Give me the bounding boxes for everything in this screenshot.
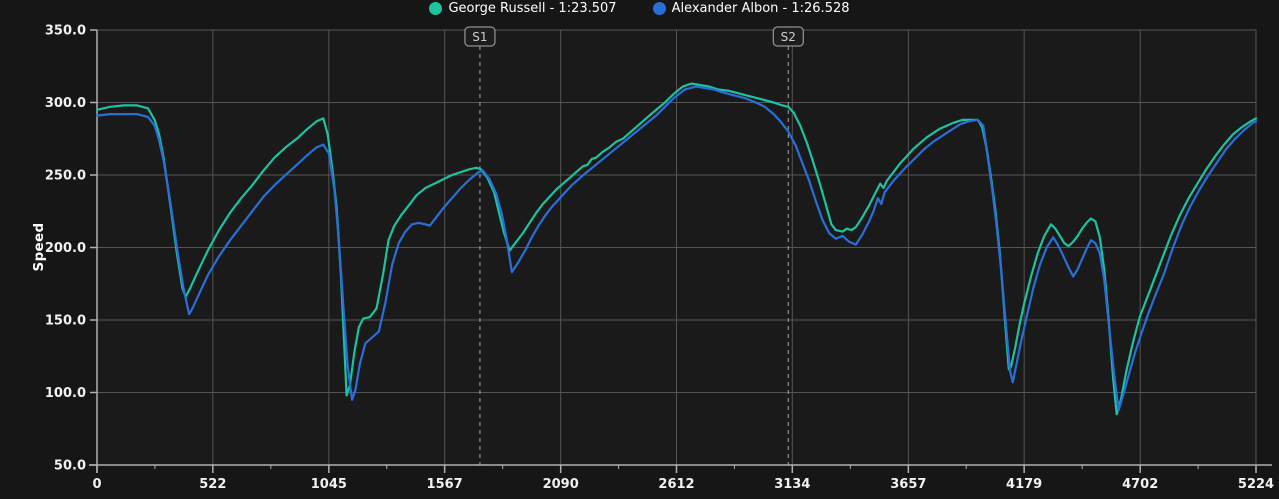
sector-label: S1: [472, 30, 487, 44]
y-tick-label: 50.0: [54, 459, 86, 474]
x-tick-label: 1045: [311, 477, 347, 492]
legend-item-george-russell[interactable]: George Russell - 1:23.507: [429, 1, 617, 16]
legend-item-alexander-albon[interactable]: Alexander Albon - 1:26.528: [652, 1, 850, 16]
y-axis-tick-labels: 50.0 100.0 150.0 200.0 250.0 300.0 350.0: [45, 24, 86, 474]
x-tick-label: 0: [92, 477, 101, 492]
legend-marker-george-russell-icon: [429, 2, 443, 15]
sector-badge: [772, 26, 804, 47]
sector-label: S2: [781, 30, 796, 44]
sector-badge: [464, 26, 496, 47]
x-tick-label: 1567: [427, 477, 463, 492]
y-axis-title: Speed: [31, 222, 47, 272]
sector-lines: [479, 30, 789, 465]
sector-marker-s1: S1: [464, 26, 496, 47]
x-tick-label: 4702: [1122, 477, 1158, 492]
x-axis-tick-labels: 0 522 1045 1567 2090 2612 3134 3657 4179 4702 5224: [92, 477, 1274, 492]
sector-marker-s2: S2: [772, 26, 804, 47]
x-tick-label: 2090: [543, 477, 579, 492]
y-tick-label: 150.0: [45, 314, 86, 329]
x-tick-label: 3657: [890, 477, 926, 492]
x-tick-label: 5224: [1238, 477, 1274, 492]
y-tick-label: 200.0: [45, 241, 86, 256]
series-line-alexander-albon[interactable]: [95, 85, 1258, 411]
chart-legend: George Russell - 1:23.507 Alexander Albo…: [0, 0, 1279, 17]
legend-label-alexander-albon: Alexander Albon - 1:26.528: [671, 1, 850, 16]
y-tick-label: 350.0: [45, 24, 86, 39]
y-tick-label: 100.0: [45, 386, 86, 401]
legend-label-george-russell: George Russell - 1:23.507: [448, 1, 617, 16]
y-tick-label: 300.0: [45, 96, 86, 111]
y-tick-label: 250.0: [45, 169, 86, 184]
axes: [89, 29, 1272, 473]
x-tick-label: 4179: [1006, 477, 1042, 492]
x-tick-label: 3134: [774, 477, 810, 492]
x-tick-label: 522: [199, 477, 226, 492]
legend-marker-alexander-albon-icon: [652, 2, 666, 15]
x-tick-label: 2612: [658, 477, 694, 492]
